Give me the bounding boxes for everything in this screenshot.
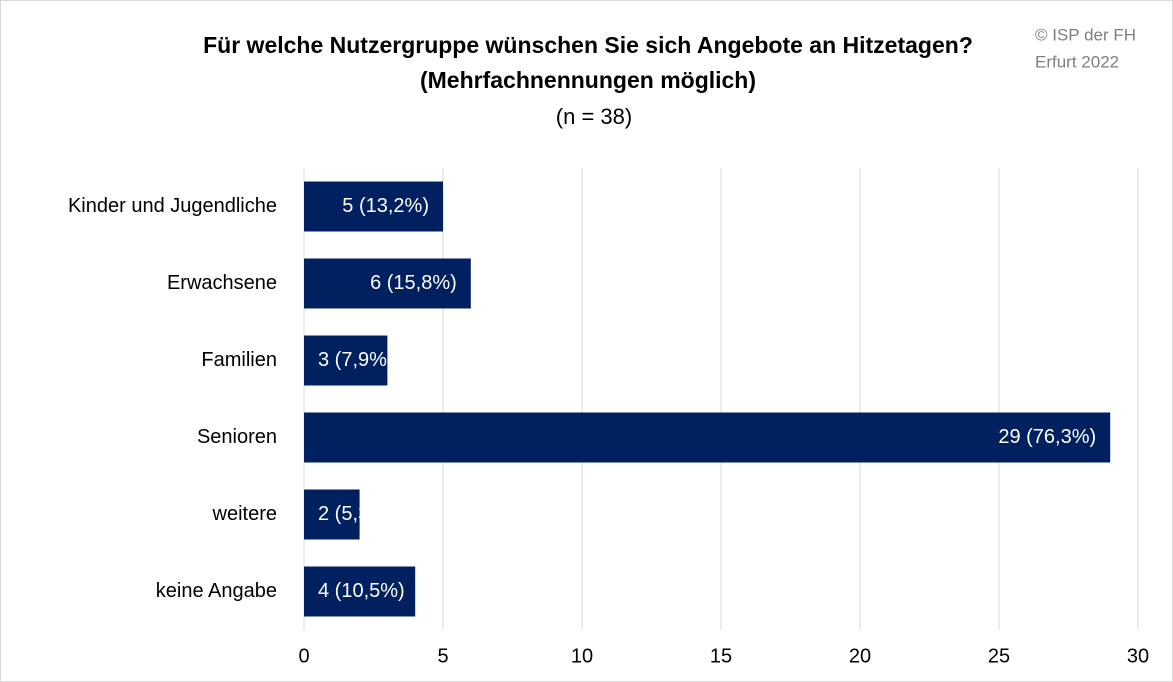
- x-tick-label: 15: [710, 645, 732, 667]
- value-label: 4 (10,5%): [318, 580, 405, 602]
- y-tick-label: keine Angabe: [156, 580, 277, 602]
- y-tick-label: weitere: [212, 503, 277, 525]
- chart-title: Für welche Nutzergruppe wünschen Sie sic…: [203, 32, 973, 58]
- value-label: 29 (76,3%): [998, 426, 1096, 448]
- x-tick-label: 0: [298, 645, 309, 667]
- copyright: © ISP der FH: [1035, 25, 1136, 44]
- value-label: 3 (7,9%): [318, 349, 394, 371]
- y-tick-label: Erwachsene: [167, 272, 277, 294]
- x-tick-label: 10: [571, 645, 593, 667]
- y-tick-label: Senioren: [197, 426, 277, 448]
- bar: [304, 258, 471, 309]
- value-label: 5 (13,2%): [342, 195, 429, 217]
- chart-note: (n = 38): [556, 104, 632, 129]
- bar: [304, 335, 388, 386]
- bar: [304, 412, 1111, 463]
- x-tick-label: 25: [988, 645, 1010, 667]
- value-label: 2 (5,3%): [318, 503, 394, 525]
- bar: [304, 489, 360, 540]
- y-tick-label: Familien: [201, 349, 277, 371]
- chart-subtitle: (Mehrfachnennungen möglich): [420, 67, 756, 93]
- x-tick-label: 5: [437, 645, 448, 667]
- bar: [304, 566, 416, 617]
- x-tick-label: 20: [849, 645, 871, 667]
- value-label: 6 (15,8%): [370, 272, 457, 294]
- x-tick-label: 30: [1127, 645, 1149, 667]
- y-tick-label: Kinder und Jugendliche: [68, 195, 277, 217]
- bar: [304, 181, 443, 232]
- copyright: Erfurt 2022: [1035, 52, 1119, 71]
